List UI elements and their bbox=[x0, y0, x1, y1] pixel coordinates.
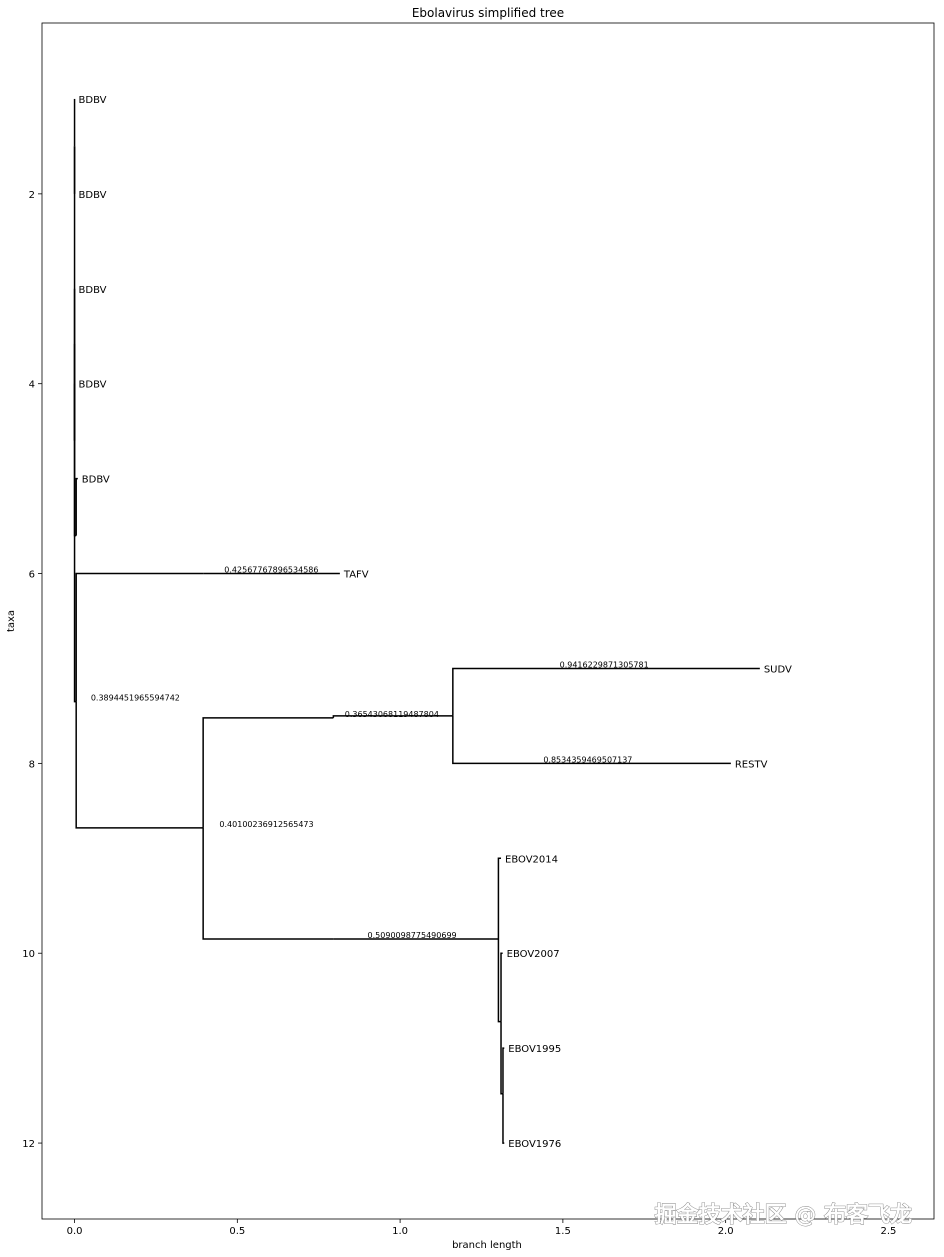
branch-length-label: 0.4256776789653458​6 bbox=[224, 566, 318, 575]
x-tick-label: 1.5 bbox=[555, 1226, 571, 1237]
tree-branches bbox=[73, 98, 760, 1144]
y-tick-label: 6 bbox=[29, 570, 35, 581]
taxon-label: SUDV bbox=[764, 664, 792, 675]
watermark: 掘金技术社区 @ 布客飞龙 bbox=[655, 1202, 912, 1228]
x-tick-label: 2.5 bbox=[880, 1226, 896, 1237]
y-axis-ticks: 2 4 6 8 10 12 bbox=[22, 190, 42, 1150]
y-tick-label: 2 bbox=[29, 190, 35, 201]
branch-length-label: 0.40100236912565473 bbox=[219, 820, 313, 829]
branch-length-label: 0.9416229871305781 bbox=[560, 660, 649, 669]
branch-length-labels: 0.3894451965594742 0.4256776789653458​6 0.… bbox=[91, 566, 649, 940]
x-axis-label: branch length bbox=[452, 1240, 522, 1251]
branch-length-label: 0.3894451965594742 bbox=[91, 694, 180, 703]
tree-branch bbox=[202, 827, 334, 940]
tree-branch bbox=[332, 715, 453, 718]
taxon-label: BDBV bbox=[79, 95, 107, 106]
tree-branch bbox=[75, 477, 78, 536]
taxon-label: BDBV bbox=[79, 285, 107, 296]
tree-branch bbox=[75, 572, 204, 702]
taxa-labels: BDBV BDBV BDBV BDBV BDBV TAFV SUDV RESTV EBOV201… bbox=[79, 95, 792, 1150]
taxon-label: TAFV bbox=[343, 570, 369, 581]
y-axis-label: taxa bbox=[6, 610, 17, 632]
taxon-label: EBOV1995 bbox=[508, 1044, 561, 1055]
x-tick-label: 0.0 bbox=[67, 1226, 83, 1237]
x-tick-label: 2.0 bbox=[718, 1226, 734, 1237]
chart-title: Ebolavirus simplified tree bbox=[412, 6, 564, 20]
taxon-label: BDBV bbox=[79, 190, 107, 201]
y-tick-label: 12 bbox=[22, 1139, 35, 1150]
branch-length-label: 0.8534359469507137 bbox=[543, 755, 632, 764]
taxon-label: EBOV1976 bbox=[508, 1139, 561, 1150]
tree-branch bbox=[202, 717, 334, 828]
tree-branch bbox=[497, 857, 502, 939]
taxon-label: RESTV bbox=[735, 759, 768, 770]
tree-branch bbox=[502, 1093, 505, 1144]
tree-branch bbox=[500, 952, 503, 1022]
taxon-label: BDBV bbox=[82, 475, 110, 486]
y-tick-label: 10 bbox=[22, 949, 35, 960]
tree-branch bbox=[452, 715, 731, 765]
taxon-label: EBOV2014 bbox=[505, 854, 558, 865]
x-tick-label: 1.0 bbox=[392, 1226, 408, 1237]
tree-branch bbox=[497, 938, 502, 1023]
y-tick-label: 8 bbox=[29, 759, 35, 770]
branch-length-label: 0.36543068119487804 bbox=[345, 710, 439, 719]
tree-branch bbox=[75, 701, 204, 829]
branch-length-label: 0.5090098775490699 bbox=[368, 931, 457, 940]
tree-branch bbox=[502, 1047, 505, 1094]
x-tick-label: 0.5 bbox=[229, 1226, 245, 1237]
x-axis-ticks: 0.0 0.5 1.0 1.5 2.0 2.5 bbox=[67, 1219, 896, 1237]
y-tick-label: 4 bbox=[29, 380, 35, 391]
tree-branch bbox=[452, 667, 760, 716]
taxon-label: EBOV2007 bbox=[507, 949, 560, 960]
plot-frame bbox=[41, 22, 935, 1220]
taxon-label: BDBV bbox=[79, 380, 107, 391]
